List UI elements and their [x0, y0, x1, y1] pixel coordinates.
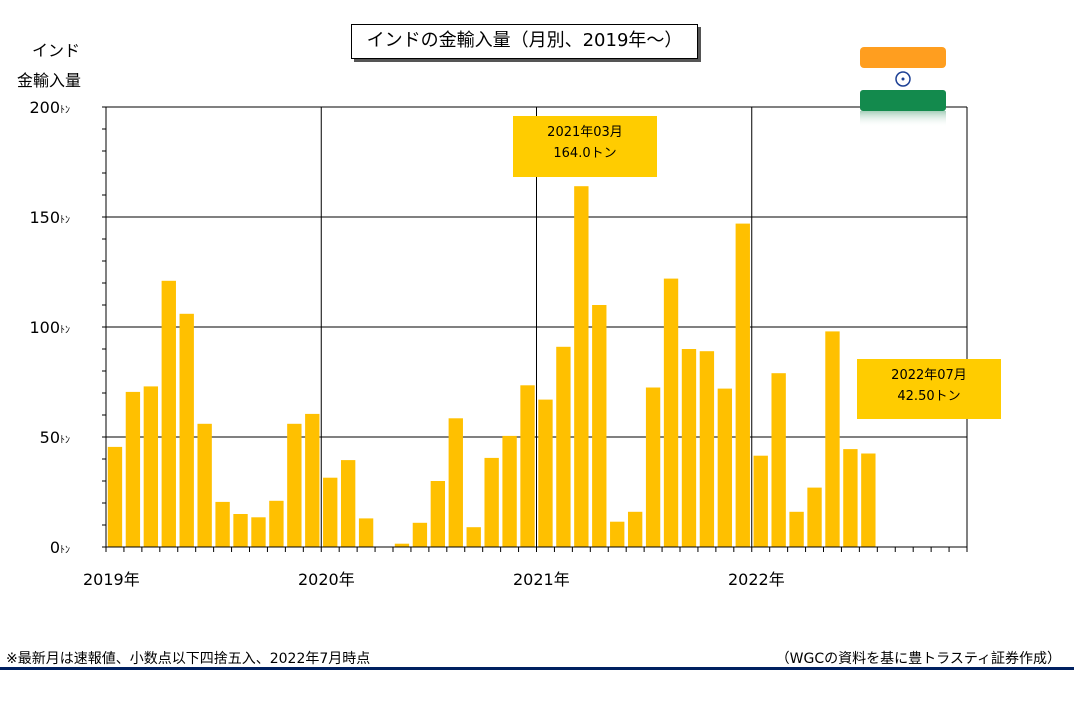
india-flag-icon — [860, 47, 946, 127]
annotation-latest-value: 42.50トン — [897, 389, 961, 404]
x-year-label-2022: 2022年 — [728, 570, 785, 589]
x-year-label-2020: 2020年 — [298, 570, 355, 589]
bar — [269, 500, 284, 547]
bar — [717, 388, 733, 547]
bar — [627, 511, 643, 547]
bar — [305, 413, 320, 547]
bar — [807, 487, 822, 547]
footnote: ※最新月は速報値、小数点以下四捨五入、2022年7月時点 — [6, 651, 371, 667]
y-tick-label-50: 50ﾄﾝ — [39, 428, 70, 447]
bar — [610, 521, 625, 547]
bar — [215, 501, 230, 547]
bar — [843, 449, 858, 547]
bar — [592, 305, 607, 547]
bar — [430, 481, 446, 547]
y-tick-label-200: 200ﾄﾝ — [29, 98, 70, 117]
bar — [771, 373, 786, 547]
y-axis-label-line1: インド — [32, 41, 81, 60]
bar — [663, 278, 679, 547]
bar — [681, 349, 697, 547]
chart-title: インドの金輸入量（月別、2019年～） — [351, 24, 698, 59]
bar — [448, 418, 463, 547]
bar — [125, 391, 141, 547]
bar — [323, 477, 338, 547]
annotation-peak-date: 2021年03月 — [547, 125, 623, 140]
bar — [861, 453, 876, 547]
bar — [161, 280, 176, 547]
bar — [143, 386, 159, 547]
annotation-peak: 2021年03月 164.0トン — [513, 116, 657, 177]
bar — [412, 522, 428, 547]
bar — [251, 517, 266, 547]
annotation-latest: 2022年07月 42.50トン — [857, 359, 1001, 419]
bar — [556, 346, 571, 547]
bar — [574, 186, 589, 547]
bar — [233, 514, 248, 547]
x-year-label-2019: 2019年 — [83, 570, 140, 589]
bar — [340, 460, 356, 547]
bar — [538, 399, 553, 547]
y-tick-label-0: 0ﾄﾝ — [49, 538, 70, 557]
bar — [789, 511, 804, 547]
bar — [502, 435, 517, 547]
bar — [699, 351, 715, 547]
bar — [394, 543, 410, 547]
bar — [107, 446, 123, 547]
annotation-peak-value: 164.0トン — [553, 146, 617, 161]
annotation-latest-date: 2022年07月 — [891, 368, 967, 383]
bar — [466, 527, 481, 547]
y-axis-label-line2: 金輸入量 — [17, 71, 82, 90]
bar — [287, 423, 302, 547]
bar — [520, 385, 535, 547]
footer-divider — [0, 667, 1074, 670]
bar — [358, 518, 374, 547]
bar — [753, 455, 768, 547]
bar — [735, 223, 750, 547]
bar — [197, 423, 212, 547]
bar — [484, 457, 499, 547]
bar — [179, 313, 194, 547]
bar — [645, 387, 661, 547]
x-year-label-2021: 2021年 — [513, 570, 570, 589]
y-tick-label-100: 100ﾄﾝ — [29, 318, 70, 337]
source-note: （WGCの資料を基に豊トラスティ証券作成） — [775, 651, 1061, 667]
y-tick-label-150: 150ﾄﾝ — [29, 208, 70, 227]
bar — [825, 331, 840, 547]
